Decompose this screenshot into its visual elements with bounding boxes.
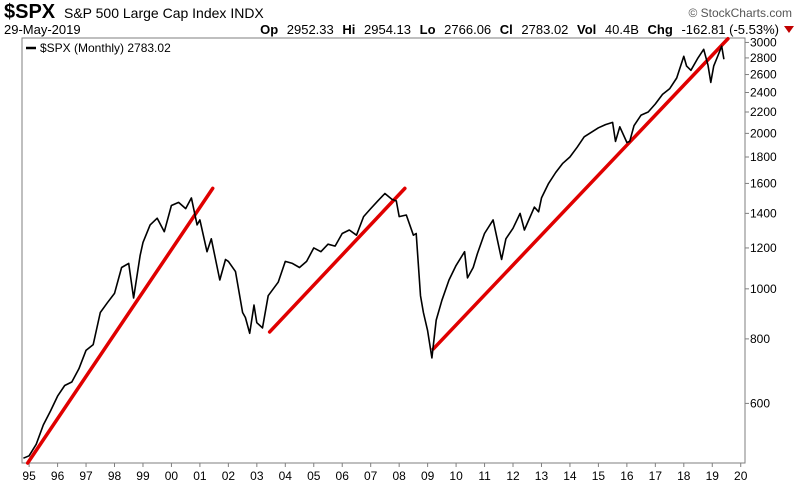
- x-tick-label: 05: [307, 469, 321, 483]
- brand-watermark: © StockCharts.com: [688, 6, 792, 20]
- x-tick-label: 09: [421, 469, 435, 483]
- index-name: S&P 500 Large Cap Index INDX: [64, 5, 264, 21]
- x-tick-label: 08: [392, 469, 406, 483]
- x-tick-label: 18: [677, 469, 691, 483]
- x-tick-label: 17: [649, 469, 663, 483]
- quote-date: 29-May-2019: [4, 22, 81, 37]
- x-tick-label: 07: [364, 469, 378, 483]
- chart-header: $SPX S&P 500 Large Cap Index INDX © Stoc…: [4, 1, 798, 23]
- y-tick-label: 1800: [750, 150, 777, 164]
- x-tick-label: 97: [79, 469, 93, 483]
- quote-bar: 29-May-2019 Op 2952.33 Hi 2954.13 Lo 276…: [4, 22, 798, 38]
- x-tick-label: 11: [478, 469, 491, 483]
- x-tick-label: 14: [563, 469, 577, 483]
- y-tick-label: 2000: [750, 126, 777, 140]
- x-tick-label: 00: [165, 469, 179, 483]
- x-tick-label: 04: [279, 469, 293, 483]
- x-tick-label: 10: [449, 469, 463, 483]
- exchange-label: INDX: [230, 5, 264, 21]
- trend-line: [431, 36, 730, 351]
- y-tick-label: 1000: [750, 282, 777, 296]
- plot-frame: [21, 37, 746, 464]
- y-tick-label: 1400: [750, 206, 777, 220]
- legend-label: $SPX (Monthly) 2783.02: [40, 41, 171, 55]
- high-quote: Hi 2954.13: [342, 22, 412, 37]
- y-tick-label: 2200: [750, 105, 777, 119]
- x-tick-label: 95: [22, 469, 36, 483]
- x-tick-label: 06: [336, 469, 350, 483]
- y-tick-label: 1200: [750, 241, 777, 255]
- open-quote: Op 2952.33: [260, 22, 334, 37]
- x-tick-label: 15: [592, 469, 606, 483]
- trend-line: [267, 186, 407, 334]
- x-tick-label: 20: [734, 469, 748, 483]
- low-quote: Lo 2766.06: [419, 22, 492, 37]
- ticker-symbol: $SPX: [4, 1, 56, 23]
- y-tick-label: 800: [750, 332, 770, 346]
- y-tick-label: 2400: [750, 85, 777, 99]
- y-tick-label: 2600: [750, 68, 777, 82]
- x-tick-label: 98: [108, 469, 122, 483]
- y-tick-label: 2800: [750, 51, 777, 65]
- x-tick-label: 96: [51, 469, 65, 483]
- x-tick-label: 16: [620, 469, 634, 483]
- ohlc-values: Op 2952.33 Hi 2954.13 Lo 2766.06 Cl 2783…: [255, 22, 794, 37]
- x-tick-label: 03: [250, 469, 264, 483]
- x-tick-label: 12: [506, 469, 520, 483]
- close-quote: Cl 2783.02: [499, 22, 569, 37]
- down-arrow-icon: [784, 26, 794, 33]
- x-tick-label: 99: [136, 469, 150, 483]
- y-tick-label: 3000: [750, 35, 777, 49]
- y-tick-label: 600: [750, 396, 770, 410]
- change-quote: Chg -162.81 (-5.53%): [647, 22, 779, 37]
- trend-line: [25, 186, 215, 465]
- price-line: [23, 45, 725, 459]
- x-tick-label: 02: [222, 469, 236, 483]
- y-tick-label: 1600: [750, 176, 777, 190]
- x-tick-label: 01: [193, 469, 207, 483]
- x-tick-label: 13: [535, 469, 549, 483]
- index-title: S&P 500 Large Cap Index: [64, 5, 227, 21]
- x-tick-label: 19: [706, 469, 720, 483]
- volume-quote: Vol 40.4B: [577, 22, 639, 37]
